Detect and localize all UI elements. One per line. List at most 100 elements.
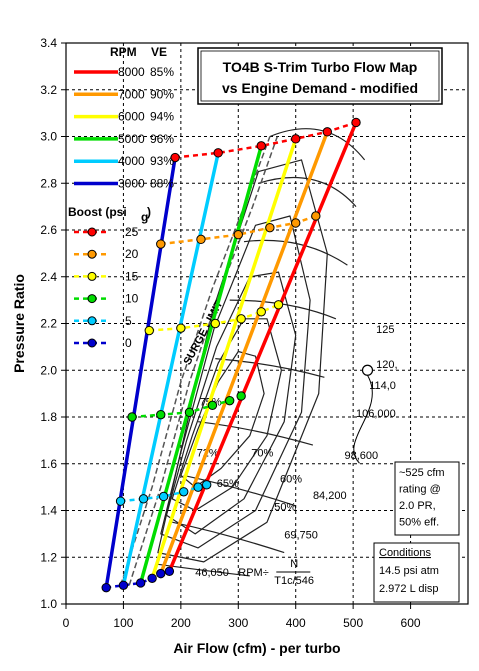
efficiency-label: 50%	[274, 502, 296, 514]
legend-rpm-value: 6000	[118, 110, 145, 124]
legend-rpm-value: 8000	[118, 65, 145, 79]
legend-rpm-value: 3000	[118, 177, 145, 191]
data-point-boost-0	[156, 568, 166, 579]
data-point-boost-10	[184, 407, 195, 418]
legend-boost-value: 10	[125, 292, 139, 306]
legend-ve-value: 90%	[150, 87, 174, 101]
speed-label: 125	[376, 324, 394, 336]
legend-boost-value: 20	[125, 247, 139, 261]
legend-boost-marker	[87, 294, 97, 304]
x-axis-title: Air Flow (cfm) - per turbo	[173, 640, 340, 656]
speed-label: 69,750	[284, 530, 318, 542]
speed-line	[157, 563, 250, 577]
rpm-line-4000	[121, 151, 220, 588]
speed-line	[198, 421, 314, 446]
rpm-line-7000	[159, 130, 330, 576]
conditions-title: Conditions	[379, 547, 431, 559]
data-point-boost-5	[202, 480, 212, 490]
y-tick-label: 1.8	[40, 410, 57, 424]
rpm-line-3000	[104, 155, 177, 590]
data-point-boost-0	[135, 578, 146, 588]
rpm-line-5000	[138, 144, 264, 585]
data-point-boost-20	[311, 211, 321, 221]
series-layer	[101, 117, 374, 593]
speed-line	[243, 239, 348, 266]
data-point-boost-20	[233, 229, 243, 240]
rating-point-marker	[361, 364, 374, 376]
legend-boost-marker	[87, 249, 97, 259]
note-layer: ~525 cfm rating @ 2.0 PR, 50% eff. Condition…	[353, 375, 460, 603]
data-point-boost-20	[196, 234, 206, 245]
legend-boost-header-sub: g	[141, 210, 148, 224]
legend-layer: RPM VE 8000 85% 7000 90% 6000 94% 5000 96% 4000 93%…	[68, 45, 174, 350]
legend-boost-value: 0	[125, 336, 132, 350]
data-point-boost-15	[273, 300, 284, 310]
y-tick-label: 1.4	[40, 504, 57, 518]
data-point-boost-15	[256, 307, 266, 317]
rating-note-line: 2.0 PR,	[399, 500, 436, 512]
data-point-boost-10	[236, 391, 246, 401]
data-point-boost-0	[147, 573, 157, 583]
speed-label: 120,	[376, 359, 397, 371]
speed-label: 114,0	[369, 380, 396, 392]
conditions-line: 2.972 L disp	[379, 583, 439, 595]
efficiency-island	[165, 271, 297, 535]
rpm-formula-denominator: T1c/546	[274, 575, 314, 587]
y-tick-label: 3.0	[40, 130, 57, 144]
surge-line	[119, 136, 271, 586]
x-tick-label: 200	[171, 616, 191, 630]
speed-line	[269, 128, 366, 161]
title-box-inner	[200, 50, 440, 102]
legend-ve-value: 96%	[150, 132, 174, 146]
data-point-boost-15	[236, 314, 246, 324]
data-point-boost-10	[207, 400, 218, 411]
data-point-boost-25	[256, 141, 266, 151]
data-point-boost-20	[291, 218, 301, 228]
y-tick-label: 2.4	[40, 270, 57, 284]
y-tick-label: 1.2	[40, 550, 57, 564]
legend-boost-header: Boost (psi	[68, 205, 127, 219]
efficiency-label: 60%	[280, 473, 302, 485]
legend-ve-value: 88%	[150, 177, 174, 191]
y-tick-label: 1.6	[40, 457, 57, 471]
data-point-boost-0	[118, 580, 129, 590]
data-point-boost-15	[210, 318, 221, 329]
legend-boost-marker	[87, 227, 97, 237]
data-point-boost-15	[176, 323, 186, 333]
data-point-boost-10	[224, 395, 235, 406]
data-point-boost-5	[138, 494, 149, 504]
speed-label: 106,000	[356, 408, 396, 420]
rating-note-line: 50% eff.	[399, 517, 439, 529]
speed-line	[215, 358, 325, 378]
x-tick-label: 500	[343, 616, 363, 630]
rating-note-line: rating @	[399, 484, 441, 496]
y-axis-title: Pressure Ratio	[11, 274, 27, 373]
legend-boost-value: 25	[125, 225, 139, 239]
legend-ve-value: 93%	[150, 154, 174, 168]
data-point-boost-5	[193, 482, 203, 492]
data-point-boost-25	[351, 117, 361, 128]
data-point-boost-0	[164, 566, 175, 576]
speed-label: 46,050	[195, 567, 229, 579]
legend-rpm-value: 4000	[118, 154, 145, 168]
conditions-line: 14.5 psi atm	[379, 565, 439, 577]
boost-line-20	[160, 214, 317, 246]
efficiency-label: 65%	[217, 478, 239, 490]
legend-ve-value: 94%	[150, 110, 174, 124]
efficiency-island	[171, 318, 282, 512]
title-box	[197, 47, 443, 105]
data-point-boost-15	[144, 325, 154, 336]
data-point-boost-5	[179, 487, 189, 497]
y-tick-label: 1.0	[40, 597, 57, 611]
y-tick-label: 2.2	[40, 317, 57, 331]
title-layer: TO4B S-Trim Turbo Flow Map vs Engine Dema…	[197, 47, 443, 105]
x-tick-label: 0	[63, 616, 70, 630]
legend-boost-value: 15	[125, 269, 139, 283]
legend-rpm-header: RPM	[110, 45, 137, 59]
speed-line	[258, 177, 357, 207]
rating-note-box	[394, 461, 460, 536]
rpm-formula-numerator: N	[290, 558, 298, 570]
chart-title-line: vs Engine Demand - modified	[222, 80, 418, 96]
